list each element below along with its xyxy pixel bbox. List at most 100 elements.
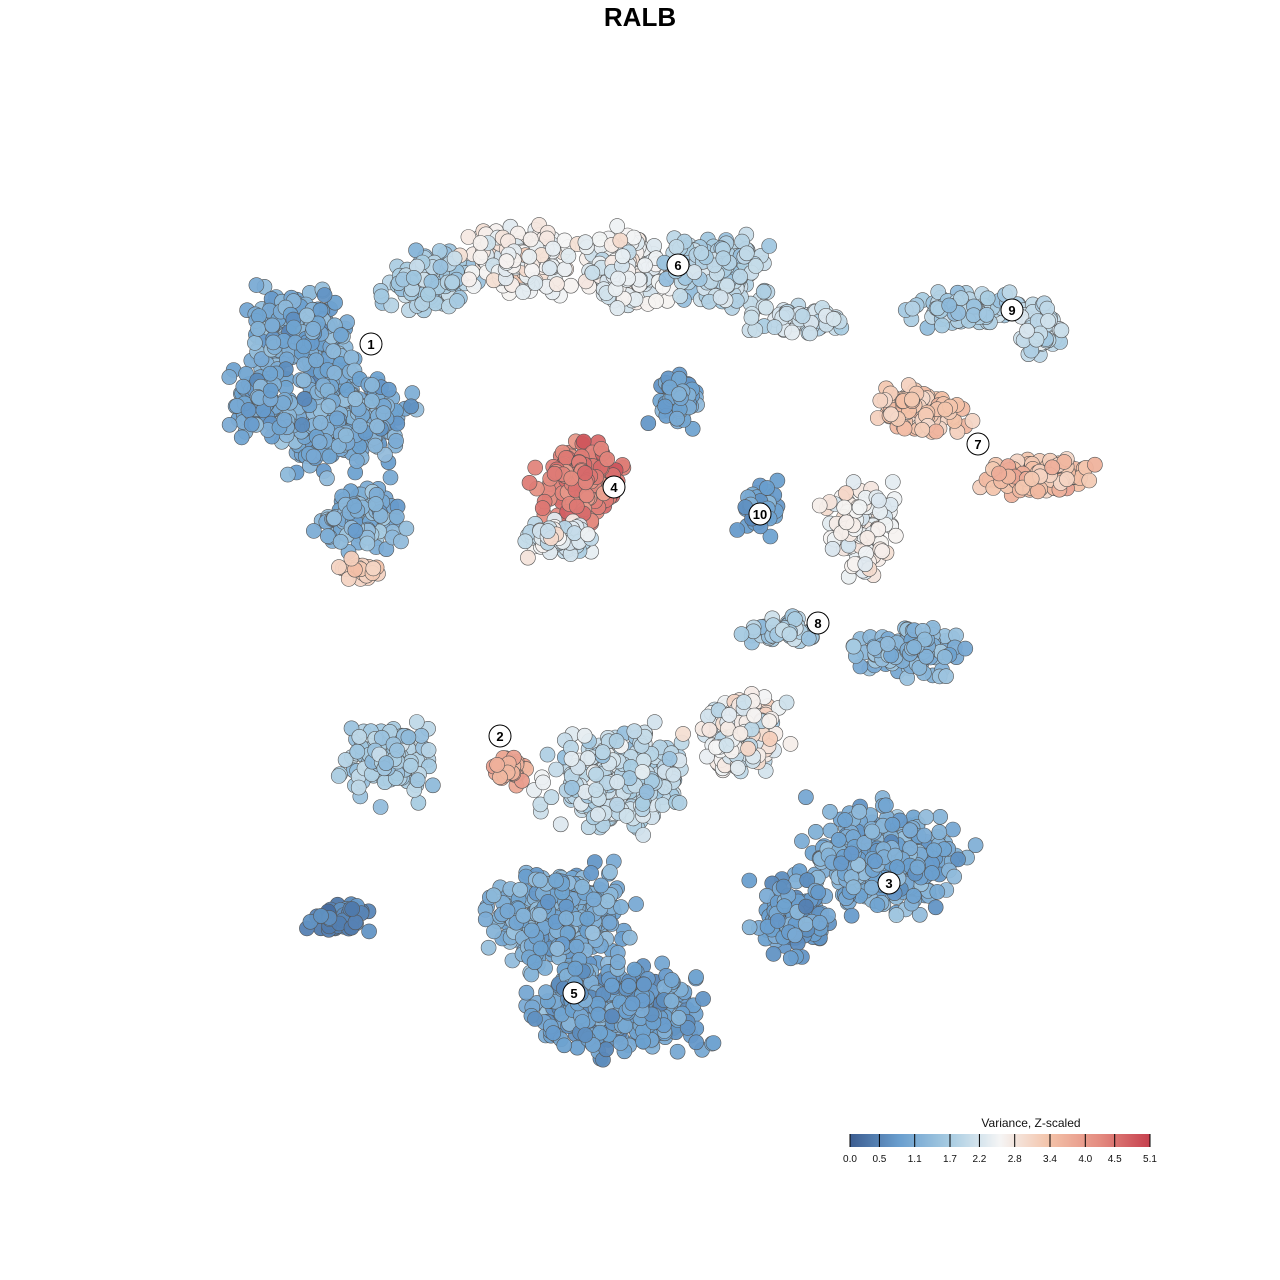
cell-point: [538, 984, 554, 1001]
cell-point: [638, 784, 655, 800]
cell-point: [624, 995, 641, 1012]
cell-point: [343, 550, 360, 567]
cell-point: [577, 1027, 594, 1043]
cell-point: [365, 560, 382, 577]
cell-point: [541, 260, 558, 277]
cell-point: [1023, 471, 1040, 487]
cell-point: [905, 887, 922, 904]
cell-point: [526, 954, 543, 971]
cluster-label-2: 2: [488, 724, 512, 748]
cell-point: [705, 1035, 722, 1051]
cluster-label-text: 3: [885, 876, 892, 891]
cell-point: [668, 239, 685, 255]
cluster-label-text: 8: [814, 616, 821, 631]
cell-point: [765, 946, 782, 962]
cell-point: [383, 297, 400, 314]
cell-point: [425, 777, 441, 794]
cell-point: [404, 385, 421, 401]
colorbar-tick-label: 0.5: [872, 1154, 886, 1165]
cell-point: [489, 756, 505, 773]
cell-point: [884, 816, 901, 833]
cell-point: [403, 398, 419, 415]
cell-point: [221, 416, 238, 433]
cell-point: [233, 429, 250, 446]
cluster-label-text: 5: [570, 986, 577, 1001]
cell-point: [1044, 459, 1060, 476]
cell-point: [333, 327, 349, 343]
cell-point: [521, 474, 538, 491]
cell-point: [830, 831, 847, 848]
cell-point: [389, 742, 405, 759]
cell-point: [262, 382, 279, 399]
cell-point: [531, 907, 548, 923]
cell-point: [522, 231, 539, 248]
cell-point: [635, 827, 652, 843]
cell-point: [936, 649, 953, 665]
cell-point: [566, 525, 583, 542]
cell-point: [798, 898, 814, 915]
cell-point: [635, 1033, 651, 1050]
cell-point: [350, 779, 367, 796]
cell-point: [672, 288, 689, 304]
cell-point: [535, 774, 551, 791]
cell-point: [532, 872, 548, 889]
cell-point: [825, 311, 842, 327]
cell-point: [602, 864, 618, 880]
cell-point: [372, 799, 389, 815]
cell-point: [332, 533, 349, 550]
cell-point: [851, 499, 868, 516]
cell-point: [540, 523, 556, 539]
cell-point: [1087, 456, 1103, 473]
cell-point: [472, 249, 489, 265]
cell-point: [888, 907, 905, 923]
cell-point: [556, 261, 573, 278]
cell-point: [388, 509, 405, 525]
cell-point: [657, 398, 673, 415]
cluster-label-6: 6: [666, 253, 690, 277]
chart-title: RALB: [603, 2, 677, 32]
cell-point: [347, 914, 364, 931]
cell-point: [560, 248, 577, 264]
cluster-label-text: 1: [367, 337, 374, 352]
cell-point: [527, 275, 544, 291]
colorbar-tick-label: 2.8: [1008, 1154, 1022, 1165]
colorbar-legend: Variance, Z-scaled 0.0 0.5 1.1 1.7 2.2 2.8 3.4…: [843, 1116, 1157, 1165]
cell-point: [330, 768, 347, 784]
cell-point: [527, 1011, 543, 1027]
cell-point: [247, 335, 263, 351]
cell-point: [904, 300, 921, 317]
cell-point: [845, 638, 862, 655]
cell-point: [320, 398, 337, 415]
cell-point: [626, 961, 643, 978]
cell-point: [367, 496, 384, 512]
cell-point: [870, 492, 887, 509]
cell-point: [556, 1037, 573, 1054]
cell-point: [515, 907, 532, 924]
cell-point: [609, 300, 626, 316]
cell-point: [563, 277, 579, 294]
cell-point: [518, 984, 535, 1001]
cell-point: [837, 812, 853, 828]
cell-point: [420, 286, 436, 303]
cell-point: [312, 302, 329, 319]
cell-point: [787, 927, 803, 944]
cell-point: [778, 694, 795, 711]
cell-point: [924, 865, 940, 881]
cell-point: [688, 1034, 705, 1051]
cluster-label-5: 5: [562, 981, 586, 1005]
cell-point: [577, 465, 593, 481]
cell-point: [576, 727, 593, 744]
cell-point: [743, 309, 760, 326]
cell-point: [626, 723, 643, 740]
cell-point: [746, 707, 763, 724]
cell-point: [409, 772, 426, 789]
cell-point: [762, 731, 778, 747]
cell-point: [579, 910, 596, 927]
cell-point: [327, 294, 343, 311]
cell-point: [946, 868, 963, 885]
cell-point: [253, 351, 270, 368]
cell-point: [398, 520, 415, 537]
cell-point: [343, 349, 360, 366]
cell-point: [346, 498, 363, 514]
cell-point: [732, 268, 748, 285]
